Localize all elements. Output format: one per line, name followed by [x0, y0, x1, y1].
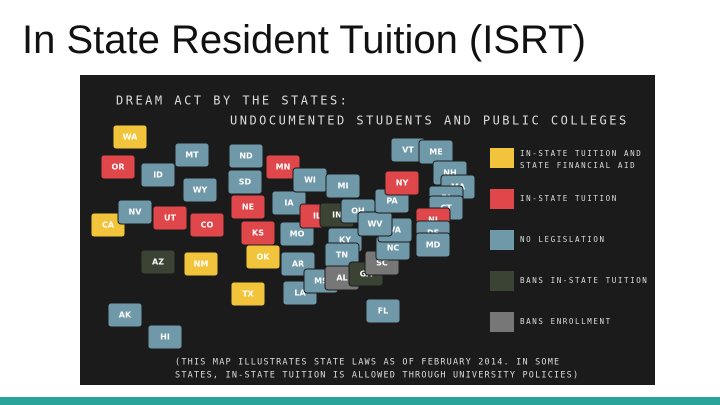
state-label: NE — [242, 203, 254, 212]
state-label: AR — [292, 260, 304, 269]
state-shape — [147, 324, 183, 350]
legend-label: NO LEGISLATION — [520, 235, 606, 244]
state-shape — [365, 298, 401, 324]
state-label: NC — [387, 244, 400, 253]
state-label: AL — [336, 274, 347, 283]
map-image: DREAM ACT BY THE STATES: UNDOCUMENTED STU… — [80, 75, 655, 385]
legend-label: BANS IN-STATE TUITION — [520, 276, 648, 285]
legend-label: STATE FINANCIAL AID — [520, 161, 636, 170]
map-caption: (THIS MAP ILLUSTRATES STATE LAWS AS OF F… — [175, 358, 560, 368]
state-shape — [325, 173, 361, 199]
state-shape — [182, 177, 218, 203]
state-shape — [227, 169, 263, 195]
state-label: AK — [119, 311, 132, 320]
state-shape — [189, 212, 225, 238]
state-shape — [415, 232, 451, 258]
state-label: MS — [314, 277, 328, 286]
state-label: ID — [153, 171, 163, 180]
map-heading: DREAM ACT BY THE STATES: — [116, 94, 349, 108]
state-shape — [152, 205, 188, 231]
state-label: IA — [284, 199, 294, 208]
state-shape — [100, 154, 136, 180]
state-label: ME — [429, 148, 442, 157]
state-shape — [107, 302, 143, 328]
state-label: WY — [193, 186, 208, 195]
state-shape — [265, 154, 301, 180]
state-label: MI — [338, 182, 349, 191]
state-shape — [174, 142, 210, 168]
state-label: WI — [304, 176, 316, 185]
state-label: WV — [367, 220, 383, 229]
state-label: CO — [201, 221, 214, 230]
state-shape — [112, 124, 148, 150]
legend-label: IN-STATE TUITION AND — [520, 149, 642, 158]
map-caption: STATES, IN-STATE TUITION IS ALLOWED THRO… — [175, 371, 579, 381]
state-label: VA — [389, 226, 402, 235]
state-label: OR — [112, 163, 125, 172]
state-label: KS — [252, 229, 264, 238]
state-shape — [228, 143, 264, 169]
state-shape — [183, 251, 219, 277]
state-label: KY — [339, 236, 351, 245]
state-shape — [90, 212, 126, 238]
state-shape — [230, 281, 266, 307]
state-label: ND — [239, 152, 253, 161]
state-label: NM — [194, 260, 209, 269]
state-shape — [384, 170, 420, 196]
state-shape — [117, 199, 153, 225]
legend-swatch — [490, 271, 514, 291]
state-label: OH — [351, 207, 365, 216]
state-label: NH — [443, 169, 456, 178]
state-label: CA — [102, 221, 115, 230]
state-label: OK — [257, 253, 271, 262]
state-label: SD — [239, 178, 252, 187]
state-label: FL — [378, 307, 389, 316]
legend-label: IN-STATE TUITION — [520, 194, 618, 203]
state-label: NY — [396, 179, 409, 188]
state-label: UT — [164, 214, 176, 223]
state-shape — [271, 190, 307, 216]
state-label: WA — [123, 133, 138, 142]
state-label: VT — [402, 146, 414, 155]
state-shape — [140, 249, 176, 275]
state-label: IL — [313, 212, 321, 221]
state-label: MT — [185, 151, 199, 160]
map-heading: UNDOCUMENTED STUDENTS AND PUBLIC COLLEGE… — [230, 114, 629, 128]
state-label: TN — [336, 251, 348, 260]
state-shape — [140, 162, 176, 188]
legend-label: BANS ENROLLMENT — [520, 317, 612, 326]
state-label: LA — [294, 289, 306, 298]
legend-swatch — [490, 230, 514, 250]
slide-title: In State Resident Tuition (ISRT) — [22, 18, 586, 62]
state-label: HI — [160, 333, 170, 342]
state-label: AZ — [152, 258, 164, 267]
state-shape — [245, 244, 281, 270]
state-label: NV — [129, 208, 143, 217]
state-label: MN — [276, 163, 291, 172]
state-label: IN — [332, 211, 342, 220]
state-label: MO — [290, 230, 305, 239]
state-label: MD — [426, 241, 441, 250]
state-label: NJ — [428, 216, 438, 225]
state-label: TX — [242, 290, 254, 299]
state-label: PA — [386, 197, 398, 206]
legend-swatch — [490, 312, 514, 332]
state-shape — [230, 194, 266, 220]
state-label: SC — [376, 259, 388, 268]
legend-swatch — [490, 148, 514, 168]
accent-bar — [0, 397, 720, 405]
legend-swatch — [490, 189, 514, 209]
